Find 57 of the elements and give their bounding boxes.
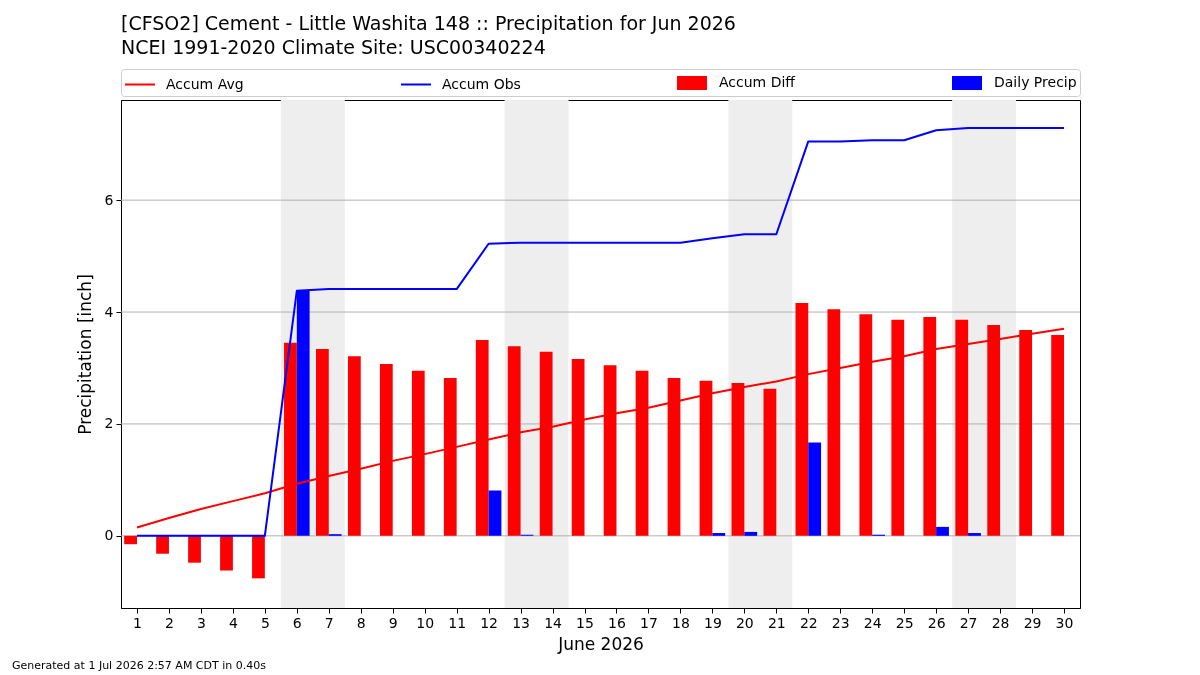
bar [744,531,758,536]
bar [488,490,502,536]
bar [936,526,949,536]
x-tick-label: 17 [640,614,658,631]
x-tick-label: 8 [356,614,366,631]
x-tick-label: 18 [672,614,690,631]
x-tick-label: 9 [388,614,398,631]
x-tick-label: 20 [735,614,754,631]
x-tick-label: 14 [544,614,563,631]
x-tick-label: 10 [416,614,435,631]
x-tick-label: 3 [196,614,206,631]
bar [252,535,265,579]
x-tick-label: 19 [703,614,722,631]
x-axis-title: June 2026 [557,633,644,654]
bar [808,442,822,536]
x-tick-label: 13 [512,614,530,631]
text: Generated at 1 Jul 2026 2:57 AM CDT in 0.40s [12,659,267,672]
x-tick-label: 6 [292,614,302,631]
x-tick-label: 11 [448,614,467,631]
x-tick-label: 23 [831,614,850,631]
x-tick-label: 2 [164,614,174,631]
x-tick-label: 25 [895,614,914,631]
bar [763,388,777,536]
x-tick-label: 30 [1055,614,1074,631]
x-tick-label: 15 [576,614,594,631]
x-tick-label: 24 [863,614,882,631]
chart-subtitle: NCEI 1991-2020 Climate Site: USC00340224 [121,35,546,58]
x-tick-label: 16 [608,614,626,631]
legend-label: Accum Avg [166,75,244,92]
x-tick-label: 29 [1023,614,1042,631]
y-tick-label: 2 [104,415,114,432]
x-tick-label: 27 [959,614,978,631]
x-tick-label: 26 [927,614,946,631]
y-tick-label: 4 [104,303,114,320]
x-tick-label: 21 [767,614,786,631]
x-tick-label: 4 [228,614,238,631]
bar [188,535,201,563]
bar [712,533,726,536]
x-tick-label: 5 [260,614,270,631]
legend-label: Daily Precip [994,74,1077,90]
bar [220,535,233,571]
x-tick-label: 7 [324,614,334,631]
legend-label: Accum Diff [719,74,796,90]
y-axis-title: Precipitation [inch] [74,274,95,435]
legend-label: Accum Obs [442,75,521,92]
bar [1051,334,1065,536]
x-tick-label: 28 [991,614,1010,631]
x-tick-label: 22 [799,614,818,631]
line-series [135,126,1066,537]
y-tick-label: 6 [104,191,114,208]
x-tick-label: 12 [480,614,499,631]
x-tick-label: 1 [133,614,142,631]
bar [156,535,169,554]
y-tick-label: 0 [104,527,114,544]
bar [968,533,981,536]
bar [124,535,137,545]
chart-title: [CFSO2] Cement - Little Washita 148 :: Precipitation for Jun 2026 [121,11,736,34]
